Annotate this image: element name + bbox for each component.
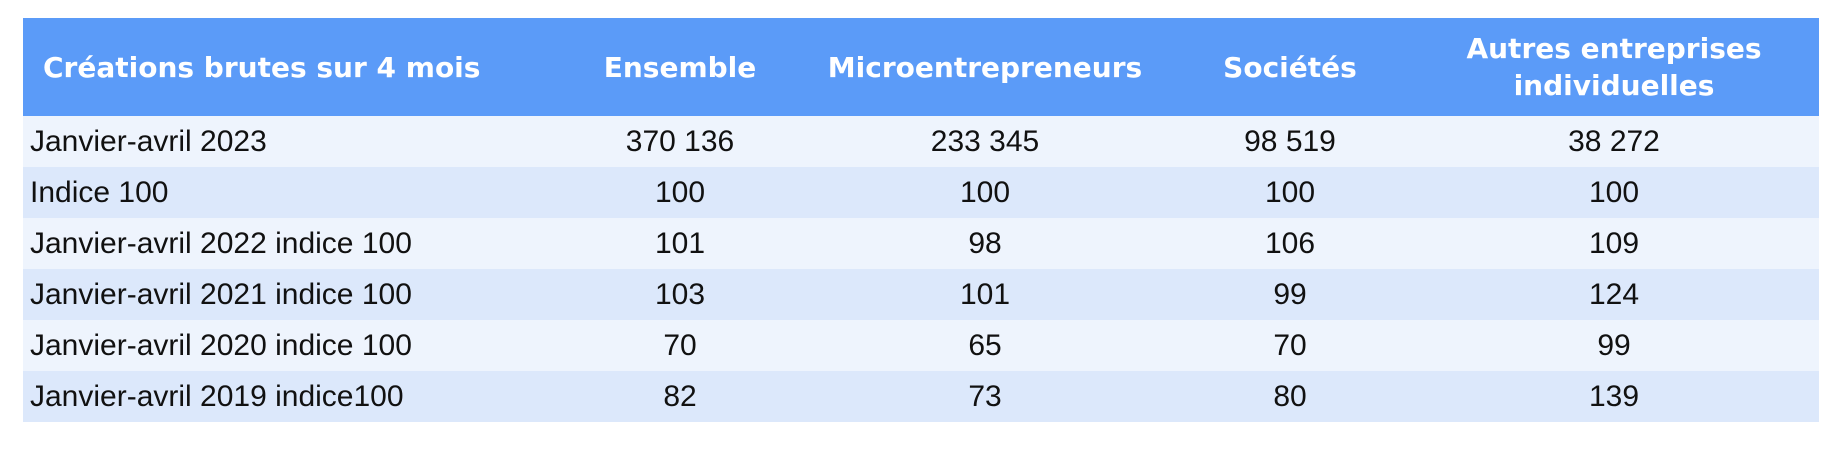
column-header-autres-line1: Autres entreprises: [1466, 32, 1762, 65]
table-body: Janvier-avril 2023 370 136 233 345 98 519 38…: [23, 116, 1819, 422]
table-row: Janvier-avril 2022 indice 100 101 98 106 109: [23, 218, 1819, 269]
cell-autres-entreprises: 100: [1409, 167, 1819, 218]
table-row: Janvier-avril 2023 370 136 233 345 98 519 38…: [23, 116, 1819, 167]
column-header-autres-entreprises: Autres entreprises individuelles: [1409, 18, 1819, 116]
cell-autres-entreprises: 99: [1409, 320, 1819, 371]
column-header-autres-line2: individuelles: [1513, 69, 1715, 102]
table-header: Créations brutes sur 4 mois Ensemble Mic…: [23, 18, 1819, 116]
row-label: Janvier-avril 2021 indice 100: [23, 269, 561, 320]
cell-microentrepreneurs: 65: [799, 320, 1171, 371]
cell-microentrepreneurs: 100: [799, 167, 1171, 218]
header-row: Créations brutes sur 4 mois Ensemble Mic…: [23, 18, 1819, 116]
cell-microentrepreneurs: 98: [799, 218, 1171, 269]
cell-autres-entreprises: 38 272: [1409, 116, 1819, 167]
cell-societes: 99: [1171, 269, 1409, 320]
cell-autres-entreprises: 139: [1409, 371, 1819, 422]
row-label: Janvier-avril 2019 indice100: [23, 371, 561, 422]
table-row: Janvier-avril 2021 indice 100 103 101 99 124: [23, 269, 1819, 320]
cell-ensemble: 70: [561, 320, 799, 371]
cell-autres-entreprises: 124: [1409, 269, 1819, 320]
row-label: Janvier-avril 2020 indice 100: [23, 320, 561, 371]
cell-societes: 70: [1171, 320, 1409, 371]
table-row: Janvier-avril 2020 indice 100 70 65 70 99: [23, 320, 1819, 371]
column-header-societes: Sociétés: [1171, 18, 1409, 116]
cell-ensemble: 370 136: [561, 116, 799, 167]
row-label: Indice 100: [23, 167, 561, 218]
cell-ensemble: 101: [561, 218, 799, 269]
cell-microentrepreneurs: 101: [799, 269, 1171, 320]
row-label: Janvier-avril 2023: [23, 116, 561, 167]
cell-societes: 98 519: [1171, 116, 1409, 167]
cell-microentrepreneurs: 73: [799, 371, 1171, 422]
data-table-container: Créations brutes sur 4 mois Ensemble Mic…: [23, 18, 1819, 422]
column-header-microentrepreneurs: Microentrepreneurs: [799, 18, 1171, 116]
creations-table: Créations brutes sur 4 mois Ensemble Mic…: [23, 18, 1819, 422]
cell-ensemble: 100: [561, 167, 799, 218]
cell-microentrepreneurs: 233 345: [799, 116, 1171, 167]
table-row: Janvier-avril 2019 indice100 82 73 80 139: [23, 371, 1819, 422]
cell-societes: 106: [1171, 218, 1409, 269]
column-header-ensemble: Ensemble: [561, 18, 799, 116]
cell-autres-entreprises: 109: [1409, 218, 1819, 269]
table-row: Indice 100 100 100 100 100: [23, 167, 1819, 218]
row-label: Janvier-avril 2022 indice 100: [23, 218, 561, 269]
cell-ensemble: 103: [561, 269, 799, 320]
column-header-period: Créations brutes sur 4 mois: [23, 18, 561, 116]
cell-societes: 80: [1171, 371, 1409, 422]
cell-ensemble: 82: [561, 371, 799, 422]
cell-societes: 100: [1171, 167, 1409, 218]
